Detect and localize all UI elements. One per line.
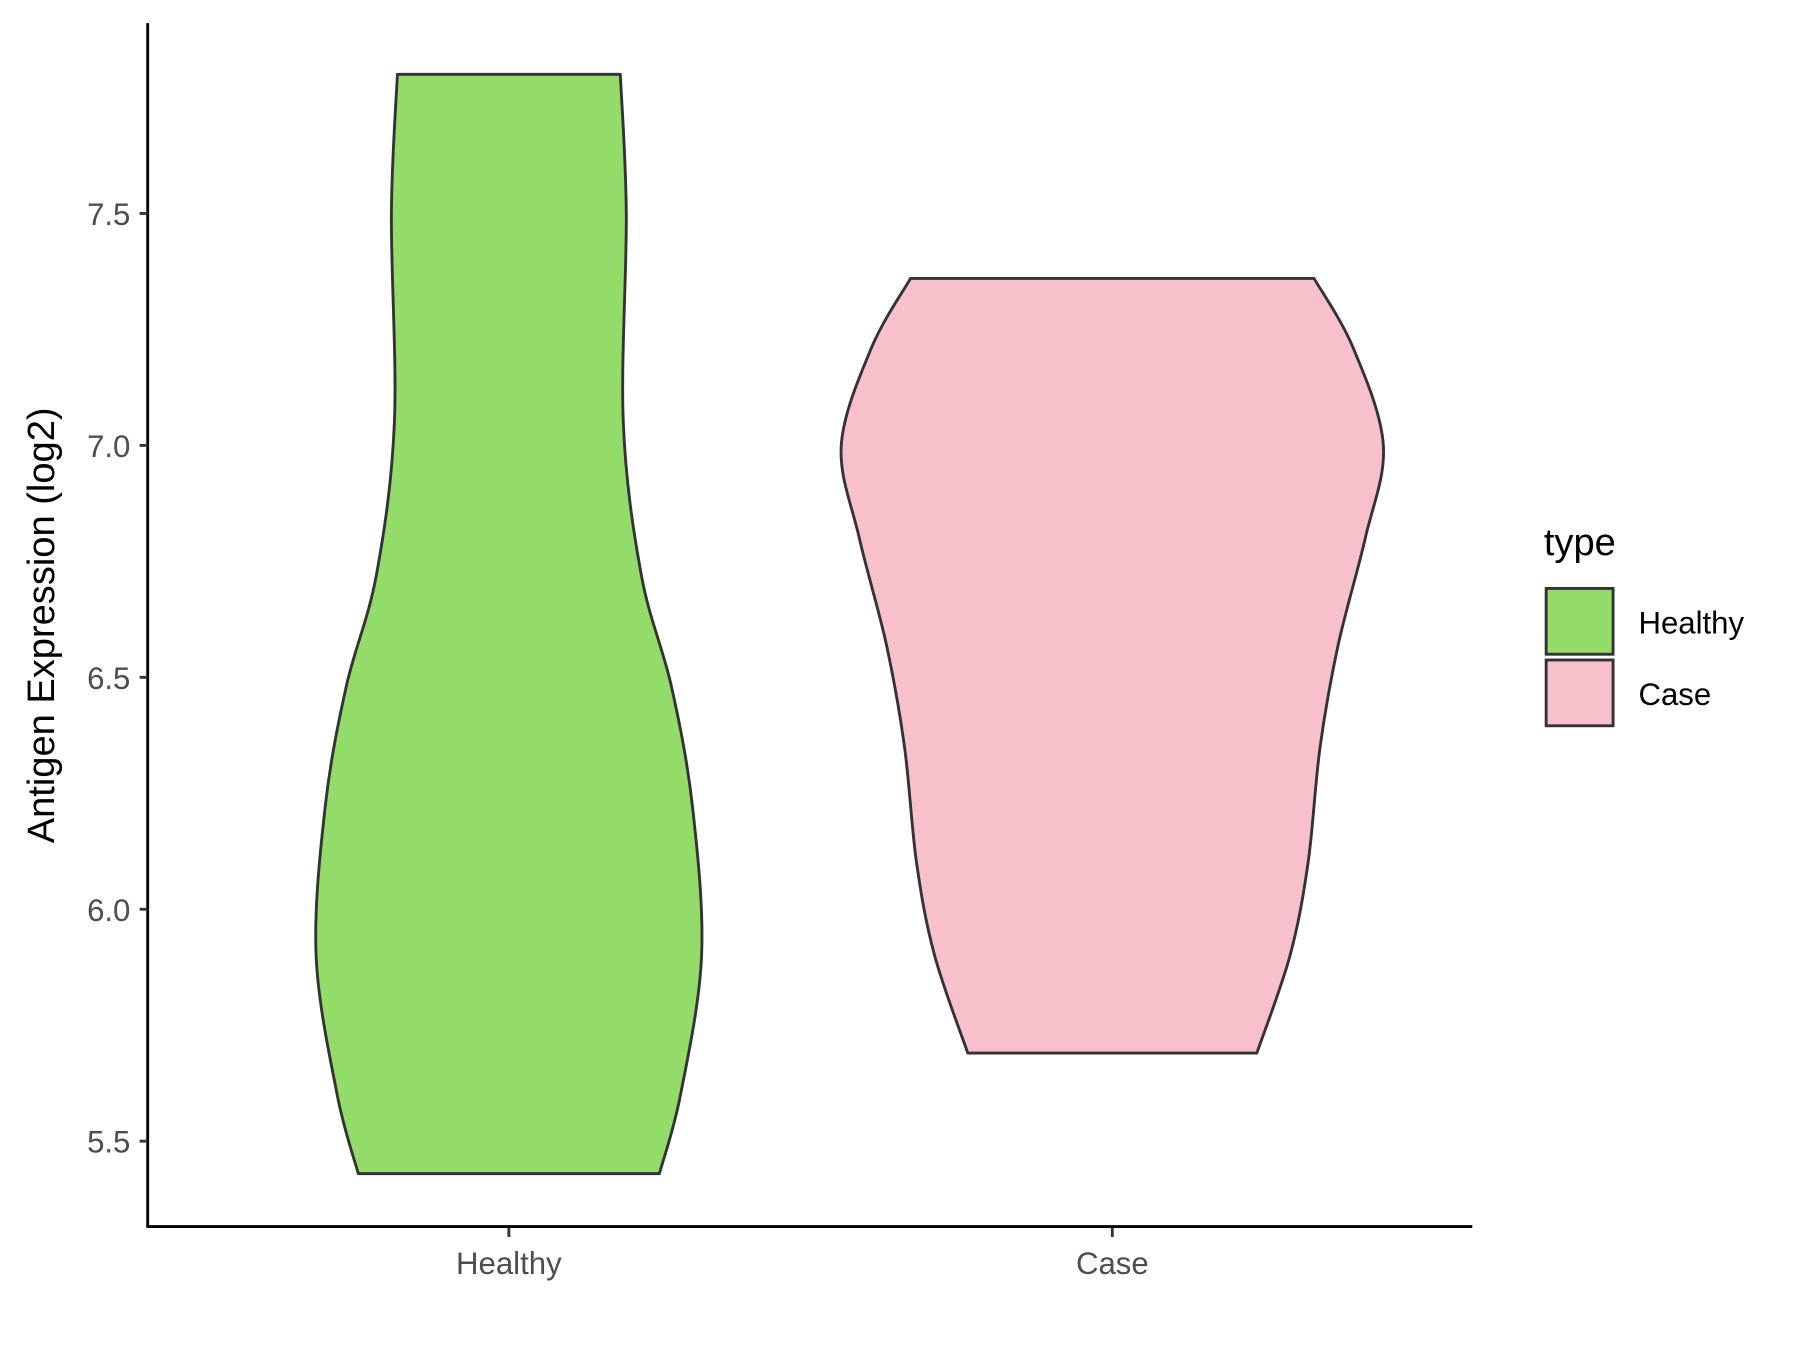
x-tick-label: Case: [1076, 1246, 1149, 1281]
y-tick-label: 5.5: [87, 1125, 130, 1160]
y-axis-label: Antigen Expression (log2): [21, 407, 63, 843]
x-ticks: Healthy Case: [456, 1227, 1149, 1281]
legend-key-healthy: [1544, 587, 1615, 656]
violin-case: [839, 276, 1385, 1055]
y-tick-label: 6.5: [87, 661, 130, 696]
violin-healthy: [314, 72, 704, 1176]
violins: [314, 72, 1385, 1176]
y-ticks: 5.5 6.0 6.5 7.0 7.5: [87, 197, 148, 1160]
y-tick-label: 7.0: [87, 429, 130, 464]
legend-title: type: [1544, 522, 1616, 564]
legend-key-case: [1544, 658, 1615, 728]
y-tick-label: 6.0: [87, 893, 130, 928]
y-tick-label: 7.5: [87, 197, 130, 232]
legend-label-healthy: Healthy: [1638, 605, 1744, 640]
legend-label-case: Case: [1638, 677, 1711, 712]
legend: type Healthy Case: [1544, 522, 1744, 728]
x-tick-label: Healthy: [456, 1246, 562, 1281]
